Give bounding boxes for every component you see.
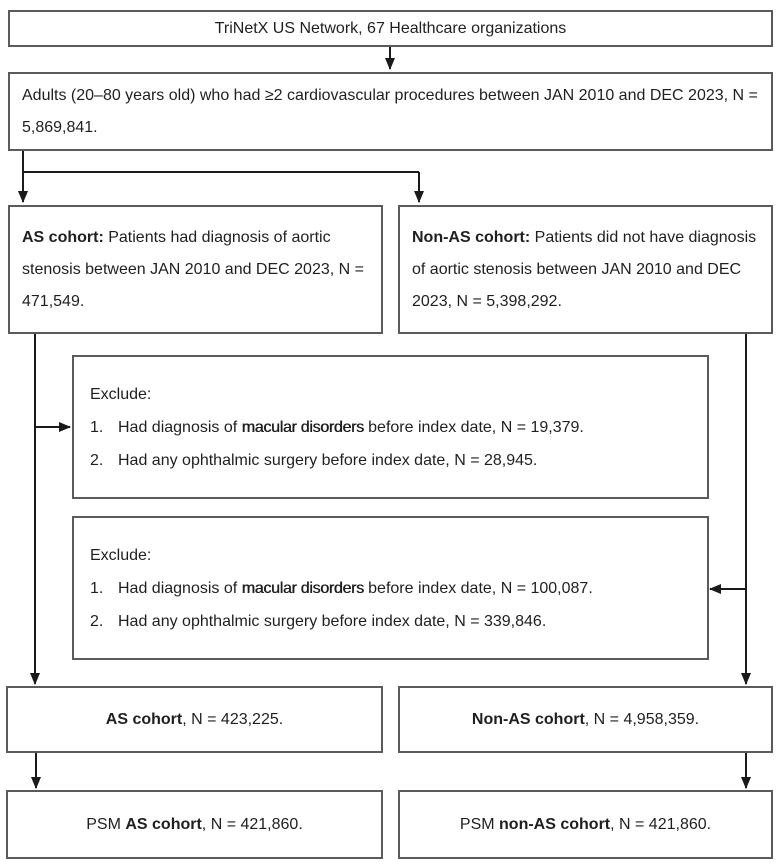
box-exclude-as: Exclude: 1. Had diagnosis of macular dis…	[72, 355, 709, 499]
box-as-final: AS cohort, N = 423,225.	[6, 686, 383, 753]
box-as-cohort: AS cohort: Patients had diagnosis of aor…	[8, 205, 383, 334]
non-as-final-label: Non-AS cohort	[471, 710, 585, 728]
exclude-as-item-2: 2. Had any ophthalmic surgery before ind…	[90, 444, 584, 477]
exclude-as-item-2-marker: 2.	[90, 451, 104, 469]
exclude-as-item-2-text: Had any ophthalmic surgery before index …	[118, 451, 538, 469]
box-non-as-final-text: Non-AS cohort, N = 4,958,359.	[472, 711, 699, 729]
box-psm-as-text: PSM AS cohort, N = 421,860.	[86, 816, 303, 834]
box-non-as-final: Non-AS cohort, N = 4,958,359.	[398, 686, 773, 753]
exclude-non-as-item-1-pre: Had diagnosis of	[118, 579, 242, 597]
exclude-non-as-item-2: 2. Had any ophthalmic surgery before ind…	[90, 605, 593, 638]
box-network-text: TriNetX US Network, 67 Healthcare organi…	[214, 19, 567, 37]
psm-as-prefix: PSM	[86, 815, 126, 833]
box-exclude-non-as: Exclude: 1. Had diagnosis of macular dis…	[72, 516, 709, 660]
exclude-non-as-item-2-text: Had any ophthalmic surgery before index …	[118, 612, 547, 630]
psm-as-count: , N = 421,860.	[201, 815, 303, 833]
exclude-non-as-item-2-marker: 2.	[90, 612, 104, 630]
box-psm-as: PSM AS cohort, N = 421,860.	[6, 790, 383, 859]
exclude-non-as-item-1-post: before index date, N = 100,087.	[363, 579, 593, 597]
as-final-count: , N = 423,225.	[182, 710, 284, 728]
exclude-as-item-1-term: macular disorders	[241, 418, 364, 436]
exclude-as-title: Exclude:	[90, 385, 152, 403]
exclude-non-as-title: Exclude:	[90, 546, 152, 564]
exclude-non-as-item-1-term: macular disorders	[241, 579, 364, 597]
box-population-text: Adults (20–80 years old) who had ≥2 card…	[22, 86, 758, 136]
box-network: TriNetX US Network, 67 Healthcare organi…	[8, 10, 773, 47]
as-cohort-description: Patients had diagnosis of aortic stenosi…	[22, 228, 364, 310]
box-psm-non-as: PSM non-AS cohort, N = 421,860.	[398, 790, 773, 859]
non-as-final-count: , N = 4,958,359.	[584, 710, 700, 728]
psm-non-as-prefix: PSM	[459, 815, 500, 833]
exclude-as-item-1-marker: 1.	[90, 418, 104, 436]
psm-non-as-count: , N = 421,860.	[610, 815, 712, 833]
psm-as-label: AS cohort	[125, 815, 202, 833]
exclude-as-item-1-pre: Had diagnosis of	[118, 418, 242, 436]
as-final-label: AS cohort	[105, 710, 183, 728]
exclude-as-content: Exclude: 1. Had diagnosis of macular dis…	[90, 378, 584, 477]
as-cohort-label: AS cohort:	[22, 228, 104, 246]
exclude-as-item-1: 1. Had diagnosis of macular disorders be…	[90, 411, 584, 444]
non-as-cohort-label: Non-AS cohort:	[412, 228, 531, 246]
exclude-non-as-item-1-marker: 1.	[90, 579, 104, 597]
non-as-cohort-description: Patients did not have diagnosis of aorti…	[412, 228, 757, 310]
box-population: Adults (20–80 years old) who had ≥2 card…	[8, 72, 773, 151]
box-as-cohort-text: AS cohort: Patients had diagnosis of aor…	[22, 222, 369, 318]
box-non-as-cohort: Non-AS cohort: Patients did not have dia…	[398, 205, 773, 334]
exclude-as-item-1-post: before index date, N = 19,379.	[363, 418, 584, 436]
box-as-final-text: AS cohort, N = 423,225.	[106, 711, 283, 729]
exclude-non-as-item-1-text: Had diagnosis of macular disorders befor…	[118, 572, 593, 605]
exclude-non-as-content: Exclude: 1. Had diagnosis of macular dis…	[90, 539, 593, 638]
box-psm-non-as-text: PSM non-AS cohort, N = 421,860.	[460, 816, 711, 834]
psm-non-as-label: non-AS cohort	[499, 815, 611, 833]
box-non-as-cohort-text: Non-AS cohort: Patients did not have dia…	[412, 222, 759, 318]
exclude-as-item-1-text: Had diagnosis of macular disorders befor…	[118, 411, 584, 444]
exclude-non-as-item-1: 1. Had diagnosis of macular disorders be…	[90, 572, 593, 605]
